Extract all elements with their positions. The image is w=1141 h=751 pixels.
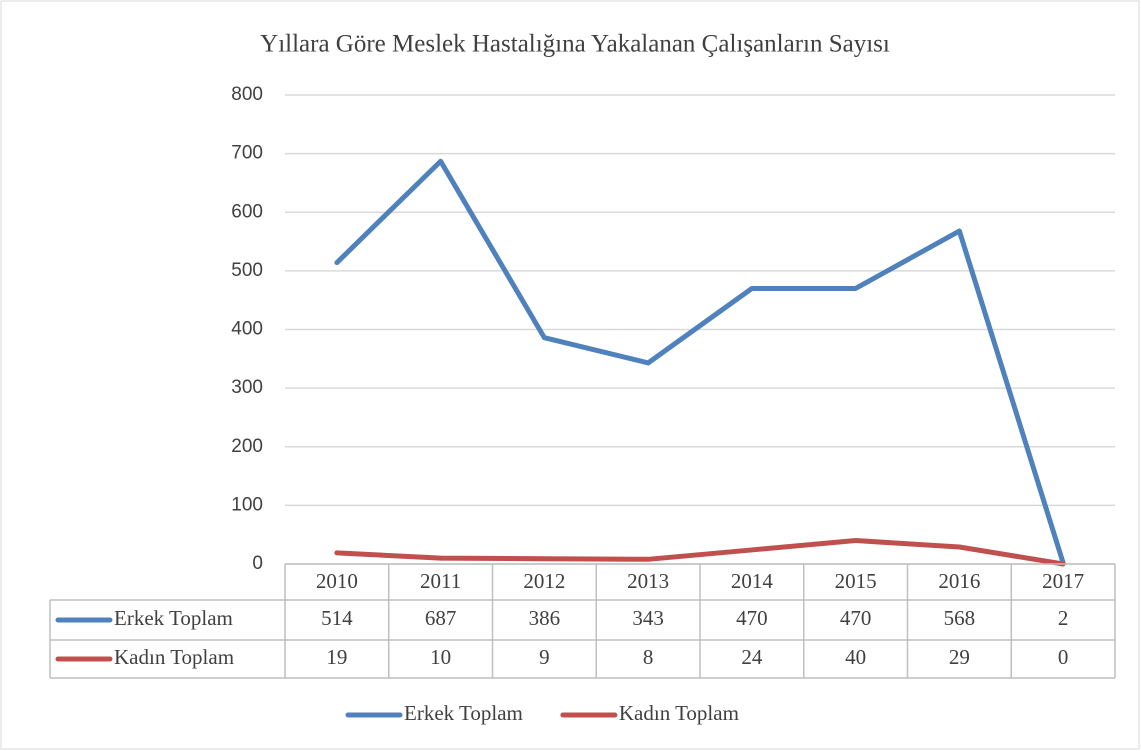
table-row-label: Kadın Toplam [114, 645, 234, 669]
table-cell: 0 [1058, 645, 1069, 669]
x-tick-label: 2010 [316, 569, 358, 593]
x-tick-label: 2017 [1042, 569, 1084, 593]
table-row-label: Erkek Toplam [114, 606, 233, 630]
table-cell: 40 [845, 645, 866, 669]
legend-label: Kadın Toplam [619, 701, 739, 725]
y-tick-label: 0 [252, 553, 263, 574]
table-cell: 24 [741, 645, 763, 669]
y-tick-label: 500 [231, 260, 263, 281]
y-tick-label: 400 [231, 319, 263, 340]
chart-title: Yıllara Göre Meslek Hastalığına Yakalana… [260, 31, 890, 58]
y-tick-label: 200 [231, 436, 263, 457]
x-tick-label: 2014 [731, 569, 774, 593]
table-cell: 386 [529, 606, 561, 630]
y-tick-label: 800 [231, 84, 263, 105]
table-cell: 2 [1058, 606, 1069, 630]
y-tick-label: 100 [231, 494, 263, 515]
table-cell: 568 [944, 606, 976, 630]
x-tick-label: 2013 [627, 569, 669, 593]
table-cell: 29 [949, 645, 970, 669]
x-tick-label: 2016 [938, 569, 980, 593]
table-cell: 9 [539, 645, 550, 669]
line-series [334, 158, 1066, 566]
table-cell: 514 [321, 606, 353, 630]
table-cell: 470 [840, 606, 872, 630]
line-series [334, 538, 1066, 567]
table-cell: 470 [736, 606, 768, 630]
y-tick-label: 300 [231, 377, 263, 398]
table-cell: 8 [643, 645, 654, 669]
y-tick-label: 600 [231, 201, 263, 222]
x-tick-label: 2011 [420, 569, 461, 593]
table-cell: 19 [326, 645, 347, 669]
x-tick-label: 2015 [835, 569, 877, 593]
table-cell: 10 [430, 645, 451, 669]
table-cell: 343 [632, 606, 664, 630]
legend-label: Erkek Toplam [404, 701, 523, 725]
table-cell: 687 [425, 606, 457, 630]
y-tick-label: 700 [231, 143, 263, 164]
x-tick-label: 2012 [523, 569, 565, 593]
